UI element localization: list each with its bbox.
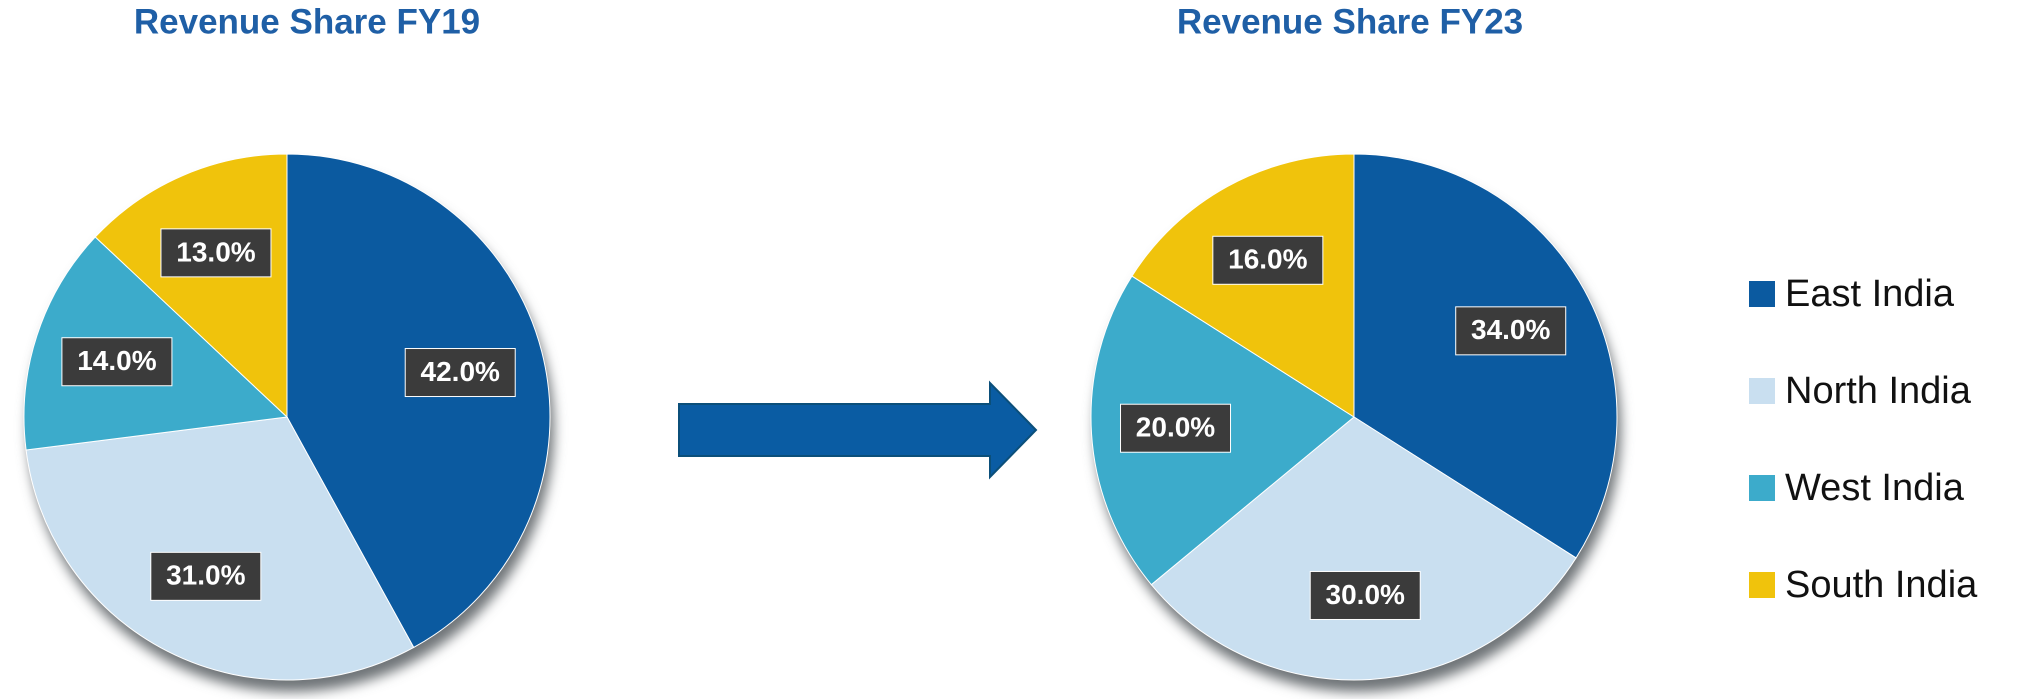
pie-slice: [1353, 153, 1618, 559]
legend-swatch: [1749, 572, 1775, 598]
value-label: 20.0%: [1136, 412, 1215, 443]
arrow: [678, 380, 1038, 480]
legend-swatch: [1749, 475, 1775, 501]
value-label: 14.0%: [77, 345, 156, 376]
label-box: [404, 348, 516, 398]
pie-slice: [94, 153, 288, 419]
pie-slice: [1150, 416, 1577, 681]
legend-label: South India: [1785, 564, 1978, 606]
chart-title: Revenue Share FY19: [134, 2, 480, 41]
label-box: [150, 551, 262, 601]
value-label: 31.0%: [166, 560, 245, 591]
legend-label: North India: [1785, 370, 1972, 412]
label-box: [1455, 306, 1567, 356]
label-box: [160, 228, 272, 278]
chart-title: Revenue Share FY23: [1177, 2, 1523, 41]
label-box: [61, 337, 173, 387]
legend-swatch: [1749, 378, 1775, 404]
label-box: [1212, 235, 1324, 285]
value-label: 42.0%: [421, 356, 500, 387]
value-label: 30.0%: [1326, 579, 1405, 610]
pie-slice: [286, 153, 551, 649]
label-box: [1120, 403, 1232, 453]
value-label: 34.0%: [1471, 314, 1550, 345]
label-box: [1309, 570, 1421, 620]
value-label: 13.0%: [176, 236, 255, 267]
legend-label: East India: [1785, 273, 1955, 315]
legend-label: West India: [1785, 467, 1965, 509]
legend-swatch: [1749, 281, 1775, 307]
value-label: 16.0%: [1228, 244, 1307, 275]
pie-slice: [1131, 153, 1355, 418]
pie-slice: [25, 416, 415, 681]
